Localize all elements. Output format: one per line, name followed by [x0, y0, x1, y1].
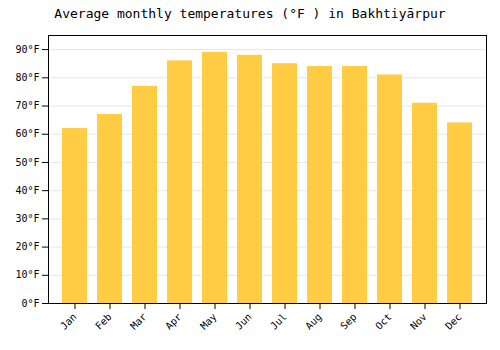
svg-text:10°F: 10°F: [15, 269, 39, 280]
html-text:Average monthly temperatures (: Average monthly temperatures (°F ) in Ba…: [54, 6, 446, 21]
svg-text:Jun: Jun: [233, 311, 254, 332]
svg-text:Jul: Jul: [268, 311, 289, 332]
svg-text:Nov: Nov: [408, 311, 429, 332]
svg-text:Feb: Feb: [93, 311, 114, 332]
svg-text:80°F: 80°F: [15, 72, 39, 83]
svg-text:90°F: 90°F: [15, 44, 39, 55]
svg-text:Dec: Dec: [443, 311, 464, 332]
svg-text:May: May: [198, 311, 219, 332]
svg-text:30°F: 30°F: [15, 213, 39, 224]
svg-text:Jan: Jan: [58, 311, 79, 332]
svg-text:50°F: 50°F: [15, 157, 39, 168]
svg-text:0°F: 0°F: [21, 298, 39, 309]
svg-text:20°F: 20°F: [15, 241, 39, 252]
svg-text:60°F: 60°F: [15, 128, 39, 139]
svg-text:70°F: 70°F: [15, 100, 39, 111]
svg-text:Mar: Mar: [128, 311, 149, 332]
svg-text:Apr: Apr: [163, 311, 184, 332]
svg-text:40°F: 40°F: [15, 185, 39, 196]
svg-text:Sep: Sep: [338, 311, 359, 332]
svg-text:Oct: Oct: [373, 311, 394, 332]
svg-text:Aug: Aug: [303, 311, 324, 332]
